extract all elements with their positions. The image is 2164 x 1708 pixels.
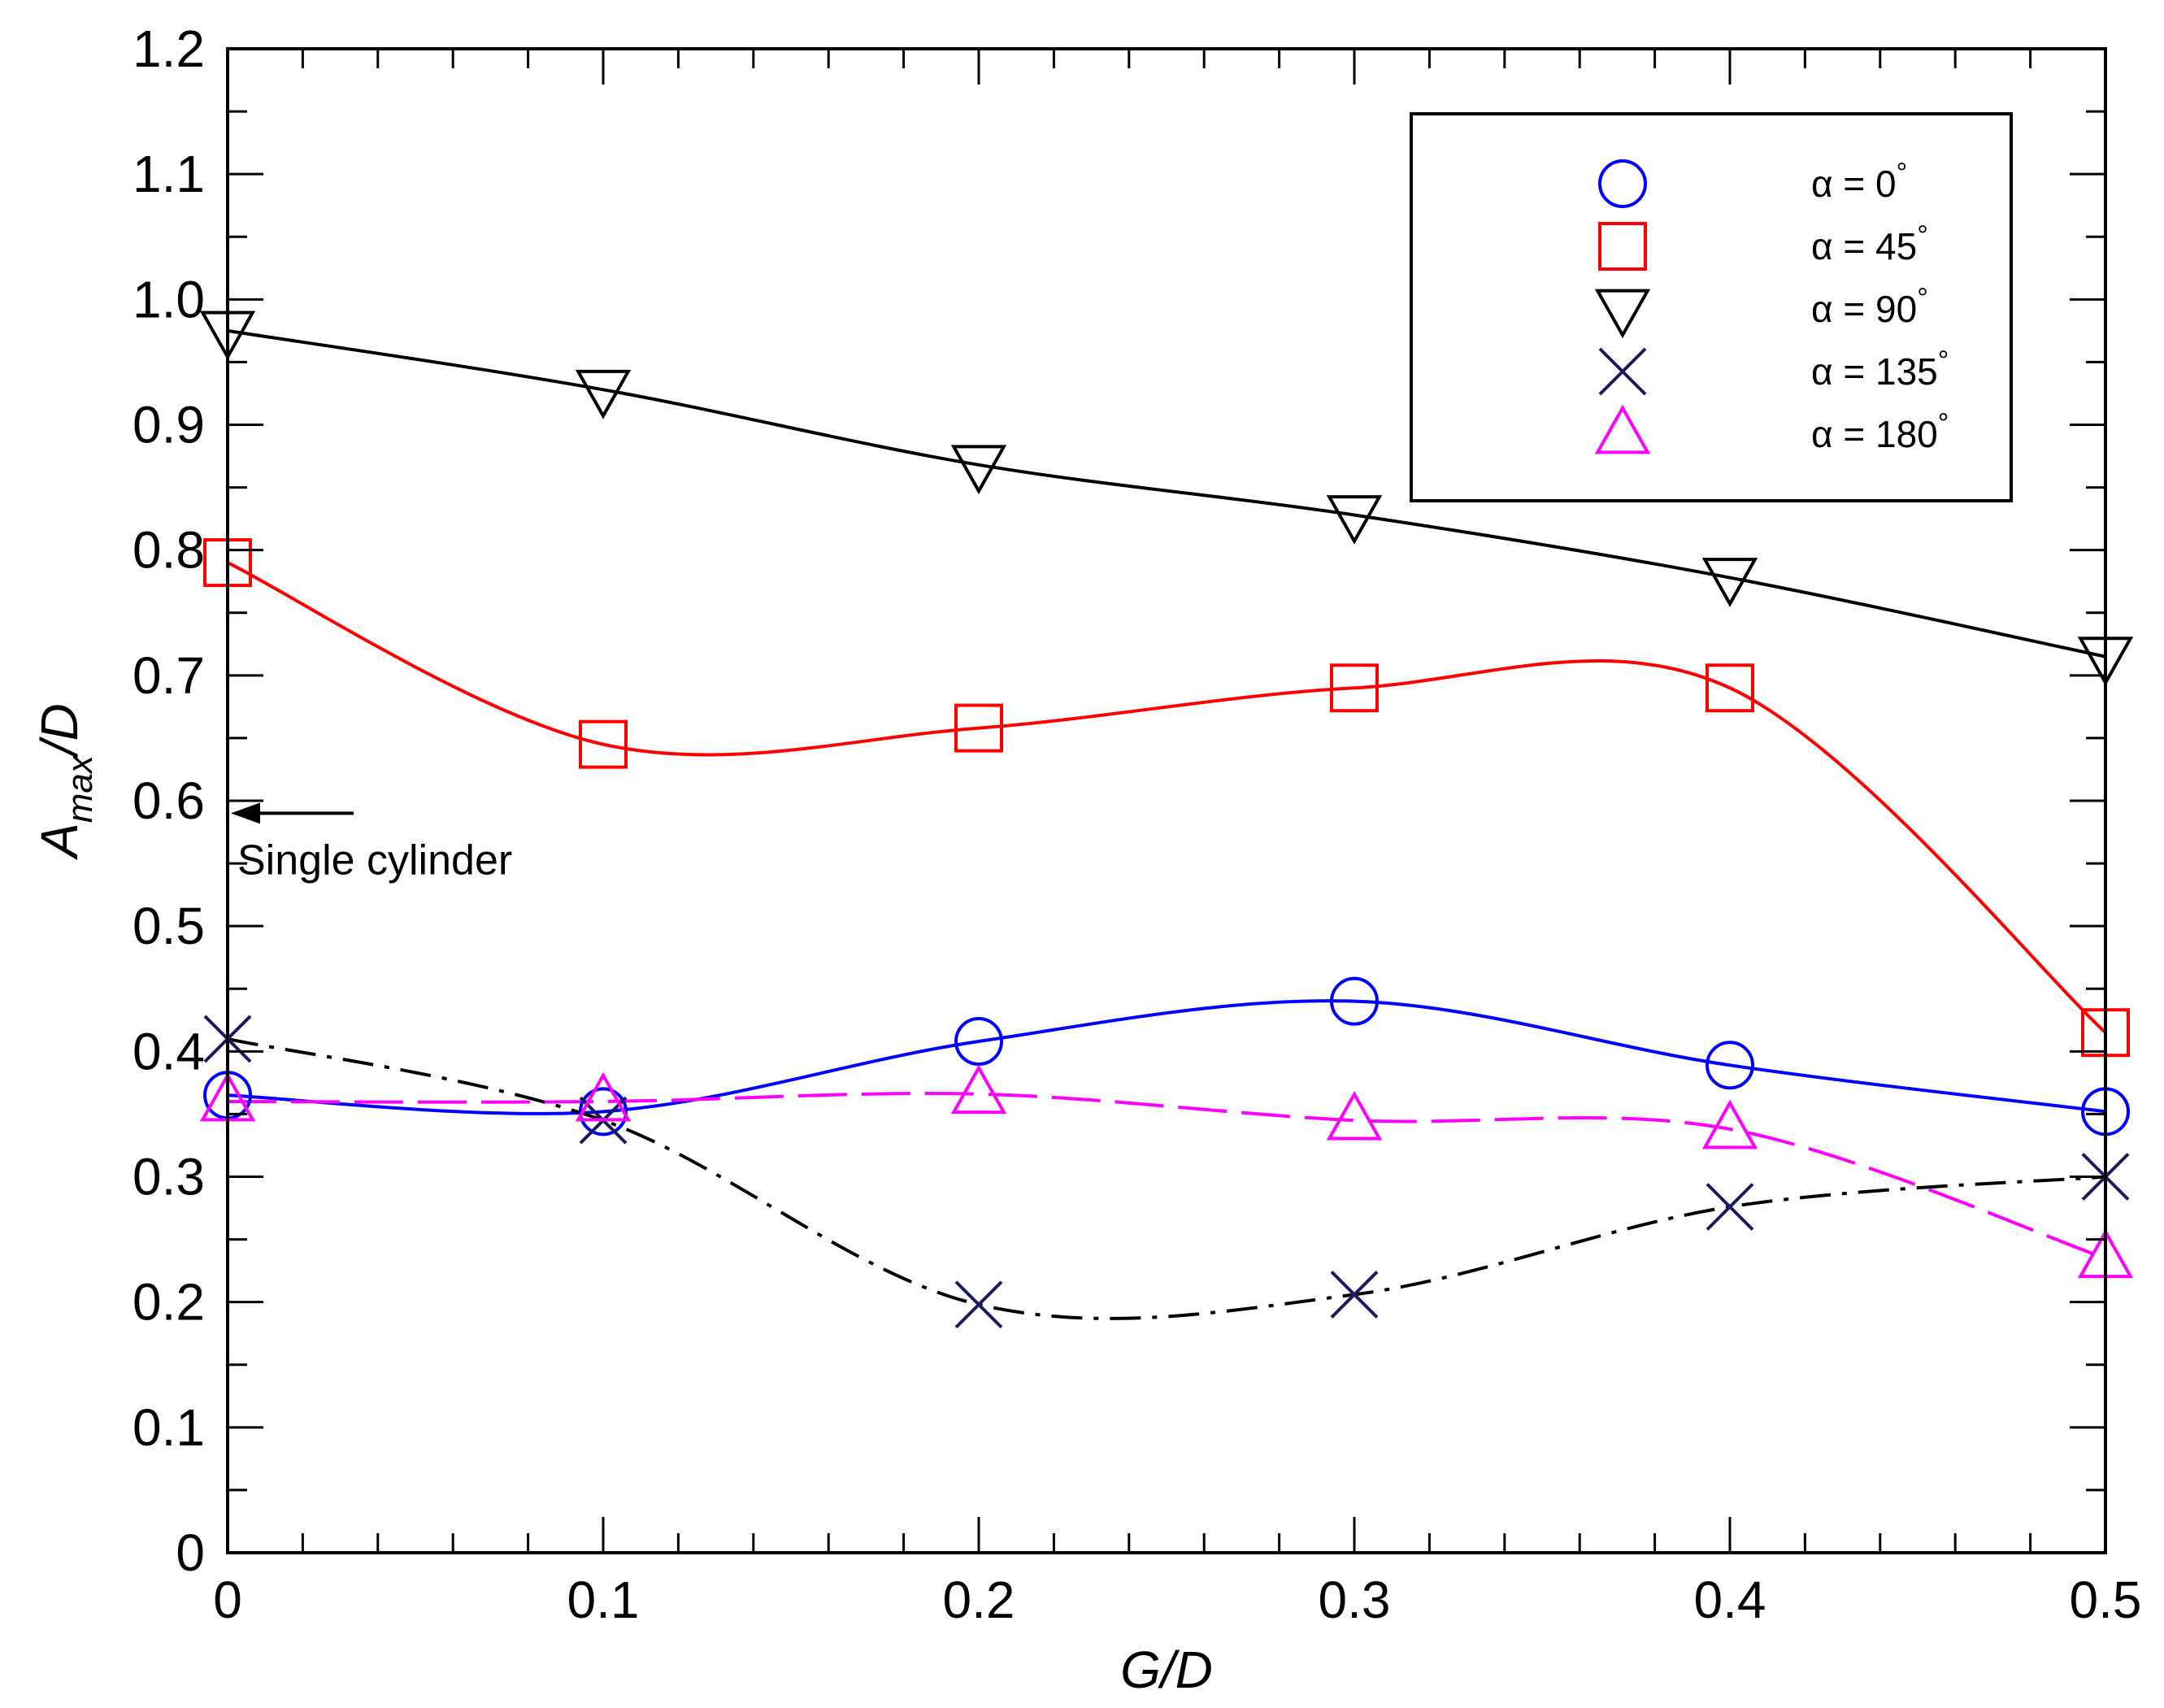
y-tick-label: 0.8 [133,521,205,580]
series-line-0 [227,999,2106,1115]
annotation-text: Single cylinder [237,837,512,884]
legend-degree-symbol: ° [1917,283,1928,314]
data-point-series-1 [954,703,1003,753]
y-tick-label: 0.9 [133,396,205,454]
y-tick-label: 1.0 [133,270,205,328]
tick-labels: 0 0.1 0.2 0.3 0.4 0.5 0 0.1 0.2 0.3 0.4 0.5 0.6 0.7 0.… [133,20,2141,1629]
series-line-2 [227,328,2106,658]
axis-ticks [226,47,2107,1554]
data-point-series-3 [1330,1271,1379,1319]
legend-box [1410,112,2013,502]
legend-marker-4 [1594,404,1651,454]
y-tick-label: 0.1 [133,1398,205,1457]
legend-label-text: α = 180 [1811,413,1938,455]
data-point-series-1 [579,719,628,769]
legend-degree-symbol: ° [1938,346,1949,376]
y-tick-label: 0.3 [133,1148,205,1206]
x-tick-label: 0.1 [567,1571,640,1629]
data-point-series-4 [1701,1099,1758,1150]
series-lines [227,328,2107,1320]
y-tick-label: 0.7 [133,646,205,705]
data-point-series-0 [954,1017,1003,1066]
legend-label-4: α = 180° [1811,408,1949,455]
y-axis-title-main: A [30,823,89,861]
legend-label-3: α = 135° [1811,346,1949,393]
y-axis-title: Amax/D [30,703,100,861]
data-point-series-3 [1706,1183,1754,1231]
y-tick-label: 1.1 [133,145,205,203]
data-point-series-1 [1330,663,1379,713]
series-line-1 [227,561,2107,1034]
data-point-series-0 [579,1087,628,1136]
data-point-series-2 [575,369,632,419]
series-line-4 [227,1091,2106,1260]
annotation-arrowhead [231,802,260,824]
legend-degree-symbol: ° [1938,408,1949,439]
data-point-series-4 [950,1064,1007,1115]
data-point-series-2 [1326,495,1383,545]
legend-degree-symbol: ° [1917,220,1928,251]
y-axis-title-tail: /D [30,703,89,758]
y-tick-label: 1.2 [133,20,205,78]
y-tick-label: 0.6 [133,771,205,830]
data-point-series-4 [575,1071,632,1122]
legend-degree-symbol: ° [1897,158,1908,189]
legend-label-text: α = 90 [1811,288,1917,330]
y-tick-label: 0.5 [133,897,205,955]
legend-marker-2 [1594,289,1651,339]
data-point-series-0 [1330,976,1379,1026]
data-point-series-1 [1706,663,1754,713]
data-point-series-3 [954,1280,1003,1329]
legend-label-text: α = 45 [1811,225,1917,267]
data-point-series-4 [1326,1090,1383,1141]
legend-marker-1 [1598,222,1647,271]
legend-label-text: α = 135 [1811,350,1938,393]
svg-text:Amax/D: Amax/D [30,703,100,861]
single-cylinder-annotation: Single cylinder [231,802,512,884]
plot-frame [226,47,2107,1554]
legend-marker-3 [1598,347,1647,396]
x-tick-label: 0.2 [943,1571,1015,1629]
data-point-series-2 [1701,558,1758,607]
x-tick-label: 0.4 [1694,1571,1766,1629]
data-point-series-2 [950,445,1007,495]
y-tick-label: 0.2 [133,1273,205,1332]
legend-label-1: α = 45° [1811,220,1928,267]
legend-marker-0 [1598,159,1647,208]
y-tick-label: 0 [176,1523,205,1582]
legend-label-2: α = 90° [1811,283,1928,330]
y-axis-title-sub: max [60,754,100,823]
x-tick-label: 0.5 [2070,1571,2142,1629]
legend-label-text: α = 0 [1811,163,1897,205]
x-axis-title: G/D [1120,1641,1213,1699]
y-tick-label: 0.4 [133,1022,205,1080]
legend-label-0: α = 0° [1811,158,1907,205]
x-tick-label: 0.3 [1319,1571,1391,1629]
legend: α = 0°α = 45°α = 90°α = 135°α = 180° [1410,112,2013,502]
x-tick-label: 0 [213,1571,242,1629]
data-point-series-0 [1706,1041,1754,1090]
